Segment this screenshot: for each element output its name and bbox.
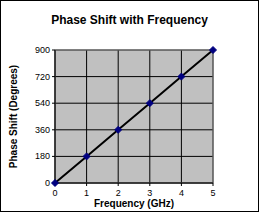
x-grid-line: [86, 50, 87, 183]
y-grid-line: [55, 103, 213, 104]
x-tick-label: 4: [179, 188, 184, 198]
x-tick: [213, 183, 214, 186]
y-axis-label: Phase Shift (Degrees): [8, 65, 19, 168]
y-tick: [52, 76, 55, 77]
y-tick: [52, 156, 55, 157]
x-tick-label: 2: [116, 188, 121, 198]
y-tick-label: 900: [35, 45, 50, 55]
plot-area: [55, 50, 213, 183]
y-tick-label: 180: [35, 151, 50, 161]
x-tick-label: 0: [52, 188, 57, 198]
x-tick: [118, 183, 119, 186]
marker: [146, 100, 153, 107]
plot-frame: [55, 50, 213, 183]
y-grid-line: [55, 76, 213, 77]
x-grid-line: [181, 50, 182, 183]
x-axis: [55, 183, 213, 184]
y-tick: [52, 103, 55, 104]
y-tick: [52, 50, 55, 51]
marker: [83, 153, 90, 160]
y-tick: [52, 129, 55, 130]
y-axis: [55, 50, 56, 183]
y-tick-label: 720: [35, 72, 50, 82]
x-tick-label: 1: [84, 188, 89, 198]
y-tick-label: 360: [35, 125, 50, 135]
x-axis-label: Frequency (GHz): [94, 198, 174, 209]
series-line: [55, 50, 213, 183]
x-grid-line: [55, 50, 56, 183]
x-grid-line: [118, 50, 119, 183]
marker: [52, 180, 59, 187]
chart-svg: Phase Shift with Frequency01803605407209…: [0, 0, 259, 212]
y-grid-line: [55, 156, 213, 157]
x-tick-label: 3: [147, 188, 152, 198]
x-tick: [86, 183, 87, 186]
y-grid-line: [55, 183, 213, 184]
y-tick-label: 540: [35, 98, 50, 108]
y-tick-label: 0: [45, 178, 50, 188]
title: Phase Shift with Frequency: [51, 13, 208, 27]
chart-container: Phase Shift with Frequency01803605407209…: [0, 0, 259, 212]
marker: [115, 126, 122, 133]
x-grid-line: [149, 50, 150, 183]
marker: [178, 73, 185, 80]
x-tick: [149, 183, 150, 186]
marker: [210, 47, 217, 54]
series-group: [52, 47, 217, 187]
chart-border: [1, 1, 259, 212]
x-tick-label: 5: [210, 188, 215, 198]
y-grid-line: [55, 129, 213, 130]
x-tick: [181, 183, 182, 186]
